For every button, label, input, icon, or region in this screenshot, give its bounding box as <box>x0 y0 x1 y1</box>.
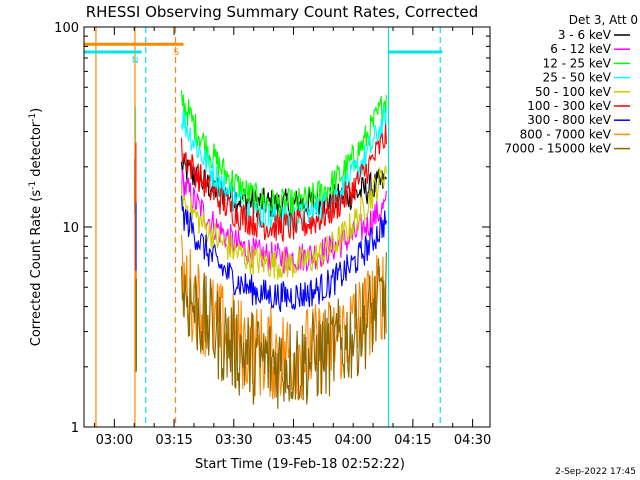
y-tick-label: 1 <box>71 421 79 436</box>
y-tick-label: 10 <box>62 221 79 236</box>
legend-entry: 7000 - 15000 keV <box>504 142 611 156</box>
legend-header: Det 3, Att 0 <box>569 13 638 27</box>
legend-entry: 300 - 800 keV <box>527 113 611 127</box>
series-line <box>180 195 387 312</box>
x-tick-label: 04:15 <box>394 433 431 448</box>
legend-entry: 25 - 50 keV <box>543 71 612 85</box>
x-tick-label: 03:45 <box>275 433 312 448</box>
series-line <box>180 90 387 220</box>
overlay-layer: SN <box>84 27 443 427</box>
y-tick-label: 100 <box>54 21 79 36</box>
legend-entry: 3 - 6 keV <box>558 28 612 42</box>
axes-layer: 03:00 03:15 03:30 03:45 04:00 04:15 04:30 1 10 10… <box>54 21 491 448</box>
x-tick-label: 03:30 <box>215 433 252 448</box>
series-line <box>180 123 387 242</box>
legend-entry: 50 - 100 keV <box>535 85 612 99</box>
chart-title: RHESSI Observing Summary Count Rates, Co… <box>86 3 479 21</box>
footer-timestamp: 2-Sep-2022 17:45 <box>555 467 636 477</box>
data-layer <box>134 90 387 409</box>
x-tick-label: 03:00 <box>96 433 133 448</box>
x-tick-label: 04:00 <box>334 433 371 448</box>
x-tick-label: 03:15 <box>155 433 192 448</box>
legend-entry: 800 - 7000 keV <box>520 127 612 141</box>
x-axis-label: Start Time (19-Feb-18 02:52:22) <box>195 457 405 472</box>
flag-label: N <box>132 56 139 66</box>
x-tick-label: 04:30 <box>454 433 491 448</box>
series-line <box>180 252 387 409</box>
y-axis-label: Corrected Count Rate (s-1 detector-1) <box>28 108 44 346</box>
series-line <box>180 165 387 280</box>
legend-entry: 6 - 12 keV <box>550 42 612 56</box>
legend-entry: 12 - 25 keV <box>543 56 612 70</box>
flag-label: S <box>174 48 180 58</box>
legend-entry: 100 - 300 keV <box>527 99 611 113</box>
